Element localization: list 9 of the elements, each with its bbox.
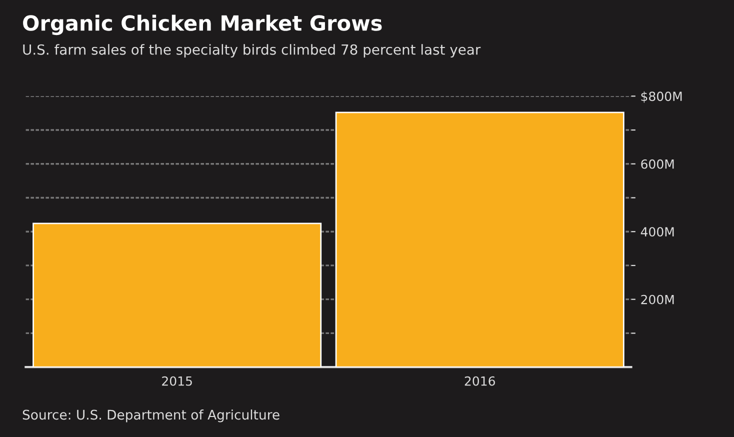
x-tick-label: 2015 (162, 376, 192, 386)
y-tick-label: $800M (641, 91, 682, 103)
x-tick-label: 2016 (464, 376, 495, 386)
chart-title: Organic Chicken Market Grows (23, 14, 382, 36)
y-tick-label: 200M (641, 294, 674, 304)
y-tick-label: 400M (640, 227, 674, 237)
chart-subtitle: U.S. farm sales of the specialty birds climbed 78 percent last year (23, 44, 481, 58)
source-note: Source: U.S. Department of Agriculture (22, 409, 280, 422)
y-tick-label: 600M (641, 159, 674, 169)
